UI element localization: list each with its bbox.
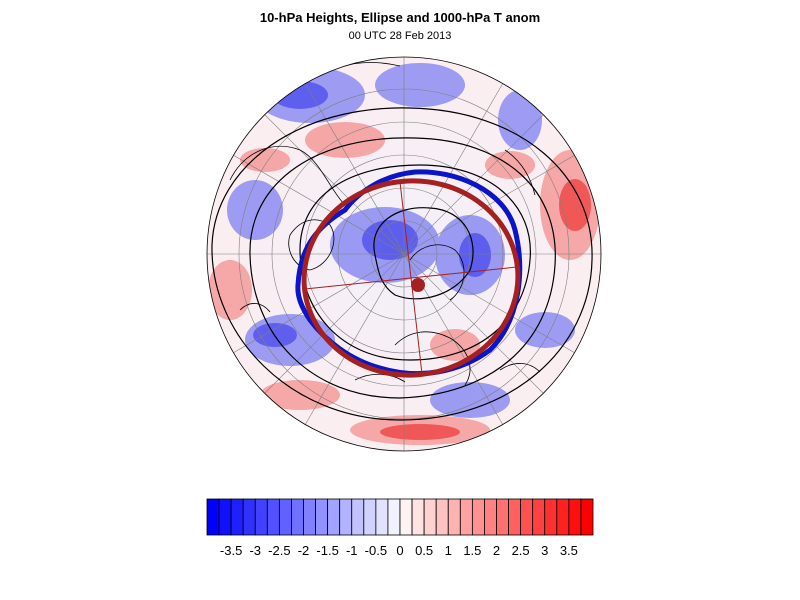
colorbar-bin — [315, 498, 329, 536]
temperature-anomaly-field — [207, 57, 601, 451]
colorbar-bin — [435, 498, 449, 536]
colorbar-tick-label: 3 — [541, 543, 548, 558]
colorbar-bin — [411, 498, 425, 536]
colorbar-bin — [496, 498, 509, 536]
graticule — [207, 57, 601, 451]
colorbar-tick-label: 2 — [493, 543, 500, 558]
colorbar-tick-label: 2.5 — [512, 543, 530, 558]
colorbar-bin — [447, 498, 461, 536]
colorbar-tick-label: 3.5 — [560, 543, 578, 558]
colorbar-bin — [568, 498, 582, 536]
colorbar-bin — [291, 498, 304, 536]
colorbar-bin — [266, 498, 280, 536]
colorbar-bin — [230, 498, 244, 536]
colorbar-bin — [544, 498, 558, 536]
colorbar-bin — [520, 498, 534, 536]
vortex-ellipse — [301, 178, 521, 378]
colorbar-tick-label: 1 — [445, 543, 452, 558]
colorbar-tick-label: -2.5 — [268, 543, 290, 558]
vortex-center-marker — [411, 278, 425, 292]
colorbar-tick-label: 1.5 — [463, 543, 481, 558]
colorbar-tick-label: -1 — [346, 543, 358, 558]
height-contours — [211, 107, 593, 421]
colorbar-bin — [278, 498, 292, 536]
map-title: 10-hPa Heights, Ellipse and 1000-hPa T a… — [259, 10, 541, 25]
colorbar-bin — [303, 498, 316, 536]
colorbar-bin — [254, 498, 268, 536]
colorbar-bin — [339, 498, 353, 536]
colorbar-bin — [423, 498, 437, 536]
colorbar-bin — [387, 498, 401, 536]
colorbar-bin — [242, 498, 256, 536]
colorbar-tick-label: -1.5 — [316, 543, 338, 558]
colorbar-tick-label: -0.5 — [365, 543, 387, 558]
colorbar-tick-label: 0 — [396, 543, 403, 558]
colorbar-bin — [363, 498, 377, 536]
colorbar-bin — [351, 498, 365, 536]
map-subtitle: 00 UTC 28 Feb 2013 — [348, 30, 452, 42]
colorbar-bin — [206, 498, 220, 536]
colorbar-tick-label: -2 — [298, 543, 310, 558]
colorbar-bin — [580, 498, 594, 536]
colorbar-bin — [532, 498, 546, 536]
colorbar-bin — [484, 498, 497, 536]
colorbar-bin — [218, 498, 232, 536]
colorbar-bin — [327, 498, 341, 536]
colorbar-tick-label: -3 — [249, 543, 261, 558]
colorbar-bin — [375, 498, 389, 536]
colorbar-bin — [399, 498, 413, 536]
coastlines — [229, 62, 541, 386]
colorbar-bin — [508, 498, 522, 536]
colorbar-tick-label: -3.5 — [220, 543, 242, 558]
colorbar-tick-label: 0.5 — [415, 543, 433, 558]
colorbar-bin — [556, 498, 570, 536]
colorbar-bin — [471, 498, 485, 536]
colorbar-bin — [459, 498, 473, 536]
